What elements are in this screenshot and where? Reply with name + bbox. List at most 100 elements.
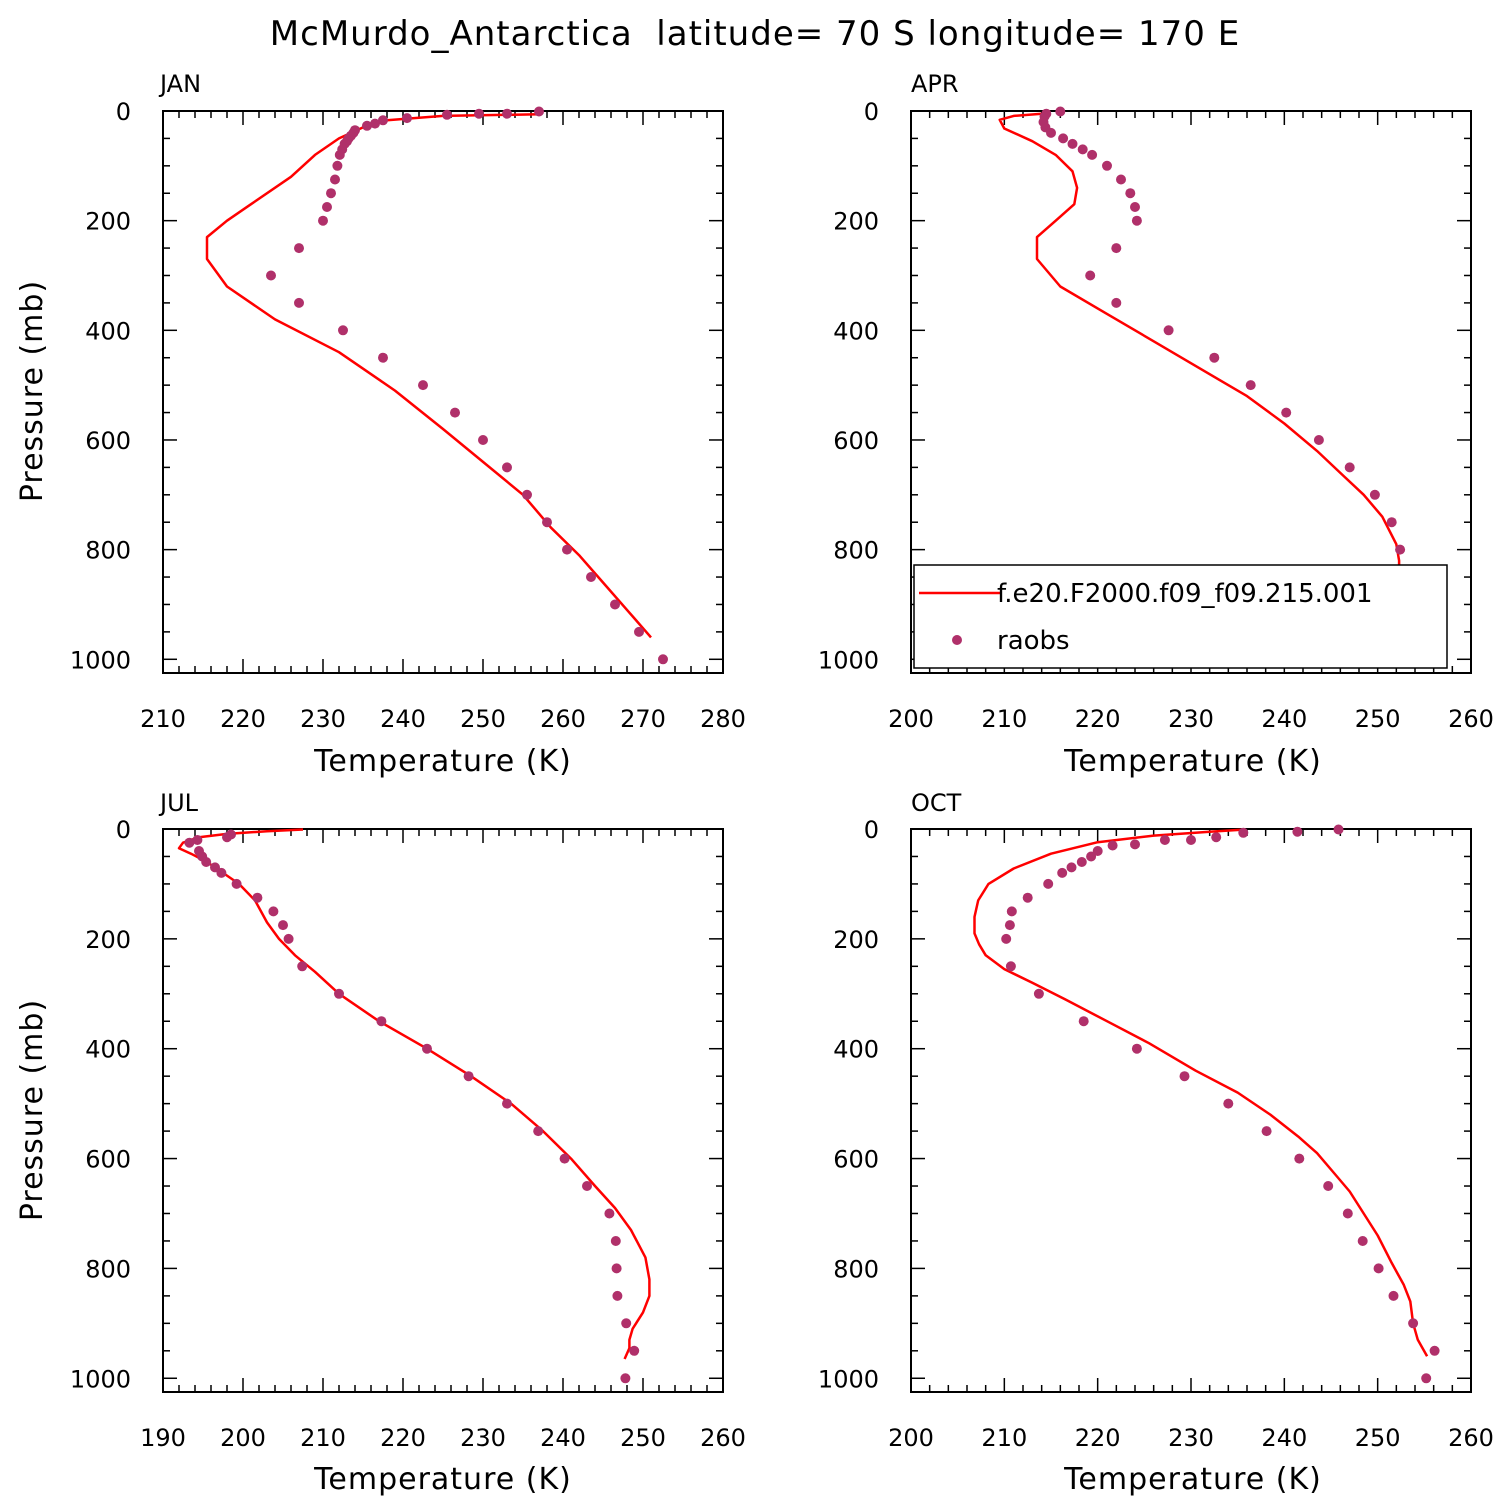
raobs-point [1261,1126,1272,1137]
x-tick-label: 230 [1168,1424,1214,1452]
raobs-point [1004,920,1015,931]
raobs-point [1186,835,1196,845]
raobs-point [1077,144,1088,155]
x-tick-label: 250 [1355,1424,1401,1452]
raobs-point [620,1373,631,1384]
y-tick-label: 800 [85,1255,131,1283]
plot-frame [162,828,724,1393]
raobs-point [1395,544,1406,555]
raobs-point [1223,1098,1234,1109]
raobs-point [418,380,428,391]
y-tick-label: 200 [833,926,879,954]
x-tick-label: 230 [300,705,346,733]
raobs-point [502,1098,512,1109]
raobs-point [294,297,304,308]
raobs-point [621,1318,632,1329]
panel-jul-grid: 190 200 210 220 230 240 250 260 0 200 400 600 800 100… [70,816,746,1452]
y-tick-label: 1000 [818,1365,879,1393]
x-tick-label: 210 [981,1424,1027,1452]
panel-jan-ylabel: Pressure (mb) [15,280,50,502]
panel-jan-xlabel: Temperature (K) [313,744,572,779]
x-tick-label: 200 [220,1424,266,1452]
raobs-point [1408,1318,1419,1329]
raobs-point [658,654,668,665]
raobs-point [1281,407,1292,418]
x-tick-label: 240 [380,705,426,733]
raobs-point [1085,270,1096,281]
panel-jul-title: JUL [158,789,199,817]
raobs-point [1333,824,1344,835]
legend-obs-label: raobs [997,626,1070,656]
raobs-point [1163,325,1174,336]
x-tick-label: 220 [1075,705,1121,733]
y-tick-label: 400 [85,317,131,345]
x-tick-label: 210 [981,705,1027,733]
model-profile-line [177,828,651,1360]
raobs-point [1429,1345,1440,1356]
x-tick-label: 240 [1261,705,1307,733]
raobs-point [1107,840,1118,851]
panel-jul-ylabel: Pressure (mb) [15,999,50,1221]
legend: f.e20.F2000.f09_f09.215.001 raobs [913,564,1448,669]
raobs-point [1369,489,1380,500]
raobs-point [231,878,242,889]
raobs-point [612,1290,623,1301]
raobs-point [278,920,288,931]
panel-apr-xlabel: Temperature (K) [1063,744,1322,779]
raobs-point [502,462,512,473]
raobs-point [604,1208,615,1219]
y-tick-label: 400 [85,1036,131,1064]
legend-obs-swatch [952,635,962,645]
raobs-point [1058,133,1069,144]
raobs-point [1055,106,1066,117]
raobs-point [1057,867,1068,878]
y-tick-label: 600 [85,1146,131,1174]
panel-jul-xlabel: Temperature (K) [313,1462,572,1497]
x-tick-label: 260 [700,1424,746,1452]
y-tick-label: 800 [833,537,879,565]
y-tick-label: 200 [85,926,131,954]
y-tick-label: 0 [864,98,879,126]
x-tick-label: 250 [460,705,506,733]
model-profile-line [205,113,652,639]
raobs-point [1344,462,1355,473]
x-tick-label: 250 [1355,705,1401,733]
raobs-point [562,544,572,555]
raobs-point [252,892,263,903]
raobs-point [1131,1043,1142,1054]
x-tick-label: 260 [1448,705,1494,733]
raobs-point [1116,174,1126,185]
raobs-point [1386,517,1397,528]
y-tick-label: 200 [833,208,879,236]
raobs-point [338,325,348,336]
raobs-point [266,270,276,281]
x-tick-label: 210 [140,705,186,733]
raobs-point [1111,243,1122,254]
raobs-point [184,837,195,848]
raobs-point [378,115,388,126]
raobs-point [1076,857,1087,867]
raobs-point [1022,892,1033,903]
raobs-point [610,1236,621,1246]
panel-jan-title: JAN [158,70,201,98]
raobs-point [1066,862,1077,873]
raobs-point [1342,1208,1353,1219]
raobs-point [1131,215,1142,226]
raobs-point [326,188,336,199]
x-tick-label: 220 [380,1424,426,1452]
raobs-point [534,106,544,117]
raobs-point [1245,380,1256,391]
raobs-point [1159,835,1170,845]
raobs-point [1001,933,1012,944]
raobs-point [216,867,227,878]
raobs-point [1292,826,1303,837]
raobs-point [442,109,452,120]
raobs-point [1294,1153,1305,1164]
y-tick-label: 600 [85,427,131,455]
raobs-point [1005,961,1016,972]
y-tick-label: 800 [85,537,131,565]
x-tick-label: 240 [1261,1424,1307,1452]
raobs-point [1046,127,1056,138]
raobs-point [1323,1181,1334,1191]
